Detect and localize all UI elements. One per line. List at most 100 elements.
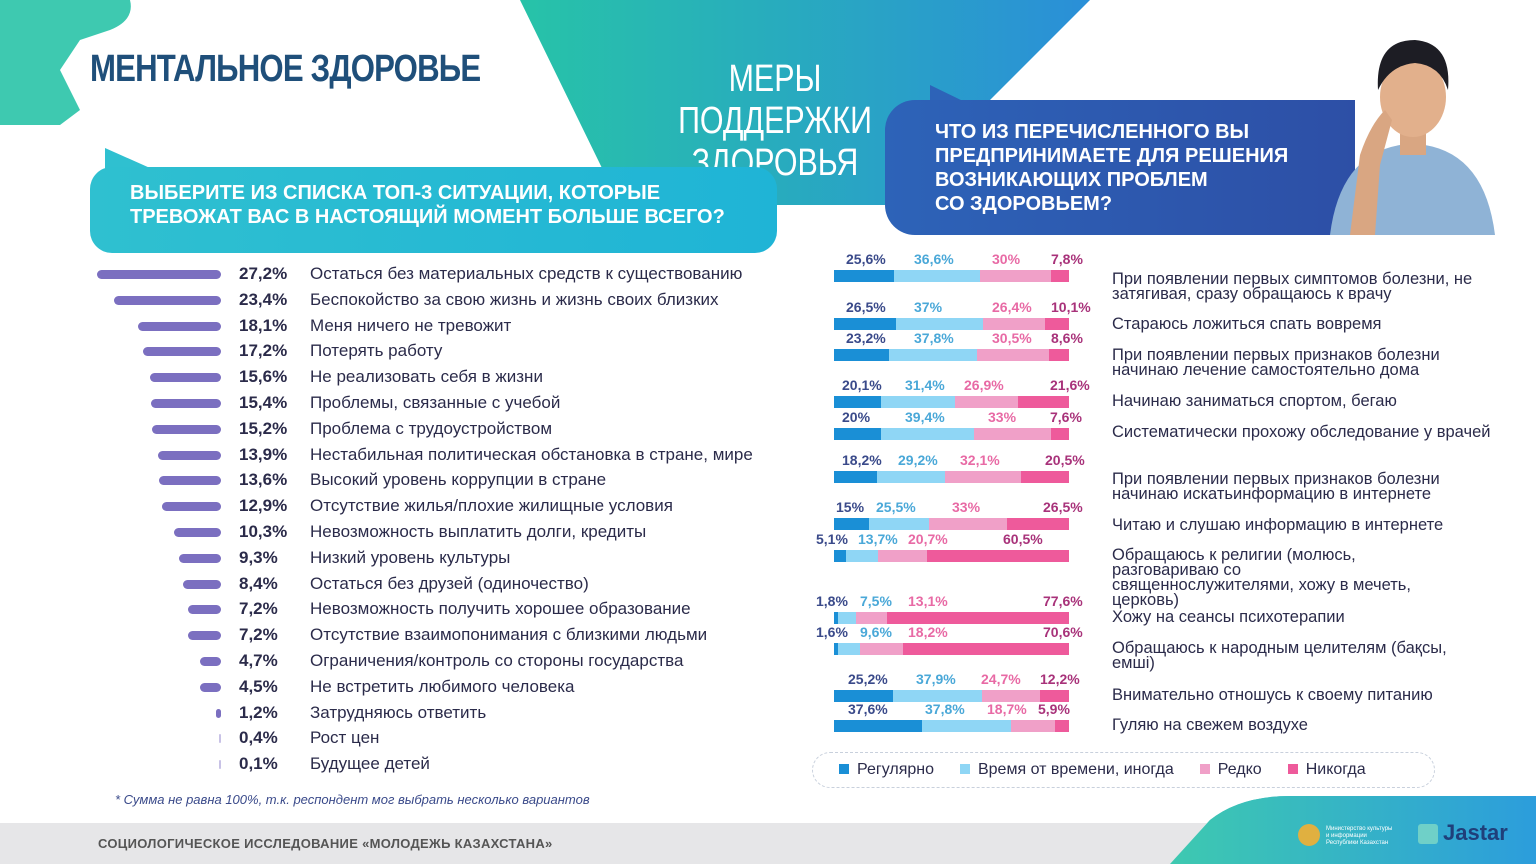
segment-rarely: [955, 396, 1019, 408]
segment-value-label: 37,6%: [848, 701, 888, 717]
segment-never: [1006, 518, 1069, 530]
legend-swatch: [1199, 764, 1210, 774]
segment-never: [1045, 318, 1069, 330]
legend-label: Регулярно: [857, 761, 934, 778]
bar-value-label: 4,7%: [239, 651, 278, 670]
left-chart-row: 15,6% Не реализовать себя в жизни: [0, 365, 810, 391]
segment-rarely: [973, 428, 1052, 440]
segment-never: [1020, 471, 1069, 483]
footer-text: СОЦИОЛОГИЧЕСКОЕ ИССЛЕДОВАНИЕ «МОЛОДЕЖЬ К…: [98, 836, 553, 851]
segment-never: [1049, 349, 1070, 361]
row-category-label: Хожу на сеансы психотерапии: [1112, 608, 1345, 626]
segment-rarely: [929, 518, 1007, 530]
bar-category-label: Невозможность получить хорошее образован…: [310, 599, 691, 619]
segment-sometimes: [893, 690, 983, 702]
segment-rarely: [1011, 720, 1056, 732]
segment-value-label: 60,5%: [1003, 531, 1043, 547]
segment-sometimes: [894, 270, 981, 282]
segment-value-label: 39,4%: [905, 409, 945, 425]
legend-swatch: [959, 764, 970, 774]
left-bar: [174, 528, 221, 537]
segment-sometimes: [881, 428, 974, 440]
segment-value-label: 37,9%: [916, 671, 956, 687]
row-category-label: Систематически прохожу обследование у вр…: [1112, 423, 1491, 441]
segment-sometimes: [896, 318, 984, 330]
segment-value-label: 18,7%: [987, 701, 1027, 717]
segment-value-label: 5,9%: [1038, 701, 1070, 717]
ministry-text: Министерство культуры и информации Респу…: [1326, 826, 1393, 846]
bar-category-label: Меня ничего не тревожит: [310, 315, 512, 335]
bar-category-label: Затрудняюсь ответить: [310, 702, 487, 722]
segment-rarely: [855, 612, 887, 624]
segment-regular: [834, 612, 839, 624]
segment-value-label: 20,1%: [842, 377, 882, 393]
left-bar: [200, 682, 221, 692]
segment-value-label: 70,6%: [1043, 624, 1083, 640]
left-chart-row: 23,4% Беспокойство за свою жизнь и жизнь …: [0, 288, 810, 314]
segment-value-label: 8,6%: [1051, 330, 1083, 346]
segment-regular: [834, 428, 881, 440]
left-bar: [142, 347, 221, 357]
bar-value-label: 7,2%: [239, 599, 278, 619]
left-bar: [159, 476, 221, 486]
left-chart-row: 8,4% Остаться без друзей (одиночество): [0, 572, 810, 598]
bar-category-label: Отсутствие жилья/плохие жилищные условия: [310, 496, 673, 516]
left-chart-row: 0,1% Будущее детей: [0, 752, 810, 778]
left-chart-row: 15,2% Проблема с трудоустройством: [0, 417, 810, 443]
left-bar: [114, 295, 221, 305]
jastar-logo: Jastar: [1443, 820, 1508, 845]
bar-category-label: Ограничения/контроль со стороны государс…: [310, 651, 684, 670]
segment-value-label: 26,4%: [992, 299, 1032, 315]
segment-rarely: [982, 690, 1041, 702]
legend-item-rarely: Редко: [1199, 761, 1262, 779]
left-bar: [199, 657, 221, 666]
segment-value-label: 30,5%: [992, 330, 1032, 346]
segment-value-label: 12,2%: [1040, 671, 1080, 687]
left-bar: [182, 579, 221, 589]
segment-value-label: 37%: [914, 299, 943, 315]
segment-value-label: 37,8%: [925, 701, 965, 717]
row-category-label: При появлении первых симптомов болезни, …: [1112, 270, 1473, 303]
row-category-label: Читаю и слушаю информацию в интернете: [1112, 516, 1444, 534]
segment-rarely: [983, 318, 1046, 330]
question-line: ЧТО ИЗ ПЕРЕЧИСЛЕННОГО ВЫ: [935, 121, 1250, 143]
legend-label: Редко: [1217, 761, 1262, 778]
segment-value-label: 37,8%: [914, 330, 954, 346]
left-bar: [151, 424, 221, 434]
segment-value-label: 9,6%: [860, 624, 892, 640]
bar-category-label: Проблема с трудоустройством: [310, 418, 553, 438]
segment-value-label: 10,1%: [1051, 299, 1091, 315]
left-chart-row: 12,9% Отсутствие жилья/плохие жилищные ус…: [0, 494, 810, 520]
bar-value-label: 1,2%: [239, 702, 278, 722]
left-bar: [138, 321, 221, 331]
left-bar: [162, 502, 221, 512]
segment-never: [1050, 270, 1069, 282]
segment-value-label: 1,6%: [816, 624, 848, 640]
legend-label: Никогда: [1305, 761, 1366, 778]
segment-value-label: 18,2%: [842, 452, 882, 468]
segment-value-label: 36,6%: [914, 251, 954, 267]
segment-value-label: 20,5%: [1045, 452, 1085, 468]
right-question-box: ЧТО ИЗ ПЕРЕЧИСЛЕННОГО ВЫ ПРЕДПРИНИМАЕТЕ …: [885, 100, 1355, 235]
bar-value-label: 15,2%: [239, 418, 288, 438]
bar-category-label: Будущее детей: [310, 754, 430, 774]
segment-value-label: 33%: [988, 409, 1017, 425]
segment-value-label: 20,7%: [908, 531, 948, 547]
left-bar: [188, 605, 221, 615]
legend-swatch: [839, 764, 849, 774]
left-bar: [97, 270, 221, 279]
question-line: ВОЗНИКАЮЩИХ ПРОБЛЕМ: [935, 169, 1208, 191]
segment-value-label: 24,7%: [981, 671, 1021, 687]
segment-rarely: [860, 643, 904, 655]
left-bar: [219, 734, 221, 744]
segment-value-label: 25,6%: [846, 251, 886, 267]
left-chart-row: 9,3% Низкий уровень культуры: [0, 546, 810, 572]
segment-value-label: 29,2%: [898, 452, 938, 468]
left-chart-row: 0,4% Рост цен: [0, 726, 810, 752]
segment-regular: [834, 690, 894, 702]
subtitle-line: МЕРЫ ПОДДЕРЖКИ: [678, 58, 872, 142]
left-chart-row: 17,2% Потерять работу: [0, 339, 810, 365]
left-bar: [149, 373, 221, 383]
segment-never: [1055, 720, 1069, 732]
segment-regular: [834, 270, 895, 282]
